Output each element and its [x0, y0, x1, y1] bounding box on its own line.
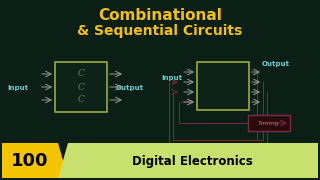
Bar [55, 62, 107, 112]
Text: C: C [77, 82, 84, 91]
Text: C: C [77, 96, 84, 105]
Text: C: C [77, 69, 84, 78]
Polygon shape [2, 143, 68, 178]
Text: Combinational: Combinational [98, 8, 222, 23]
Text: Timing: Timing [258, 120, 280, 125]
Text: Digital Electronics: Digital Electronics [132, 154, 252, 168]
Bar [248, 115, 290, 131]
Text: Output: Output [262, 61, 290, 67]
Text: Input: Input [7, 85, 28, 91]
Text: Input: Input [161, 75, 183, 81]
Bar [197, 62, 249, 110]
Text: 100: 100 [11, 152, 49, 170]
Polygon shape [58, 143, 318, 178]
Text: & Sequential Circuits: & Sequential Circuits [77, 24, 243, 38]
Text: Output: Output [116, 85, 144, 91]
